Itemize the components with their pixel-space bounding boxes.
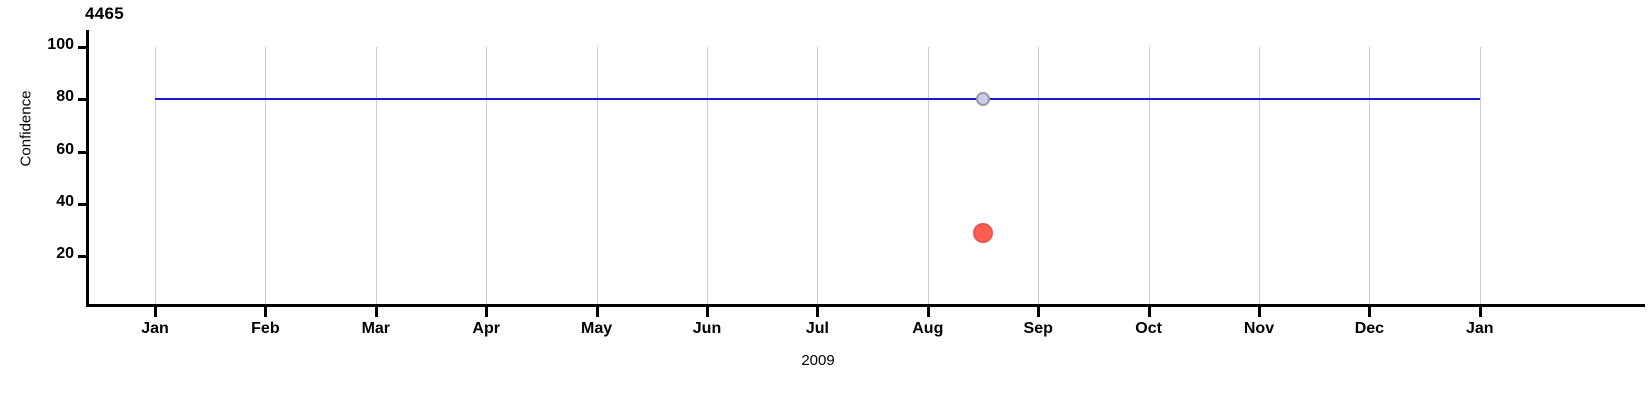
- chart-title: 4465: [85, 4, 125, 23]
- gridline-sep-8: [1038, 47, 1040, 304]
- x-tick-label-6: Jul: [805, 320, 829, 337]
- y-axis-label: Confidence: [17, 90, 35, 167]
- x-tick-4: [595, 307, 599, 317]
- x-tick-label-3: Apr: [472, 320, 500, 337]
- x-tick-1: [264, 307, 268, 317]
- y-tick-100: [78, 46, 87, 49]
- gridline-jul-6: [817, 47, 819, 304]
- data-point-confidence-point-high[interactable]: [976, 92, 990, 107]
- gridline-may-4: [596, 47, 598, 304]
- gridline-oct-9: [1148, 47, 1150, 304]
- x-axis-label-text: 2009: [801, 352, 835, 369]
- gridline-apr-3: [486, 47, 488, 304]
- x-tick-label-7: Aug: [912, 320, 944, 337]
- x-tick-label-9: Oct: [1135, 320, 1162, 337]
- x-tick-11: [1368, 307, 1372, 317]
- x-tick-label-0: Jan: [141, 320, 169, 337]
- y-tick-40: [78, 202, 87, 206]
- y-tick-label-80: 80: [56, 88, 74, 106]
- y-tick-20: [78, 255, 87, 259]
- x-tick-8: [1037, 307, 1041, 317]
- x-tick-12: [1478, 307, 1482, 317]
- x-tick-7: [926, 307, 930, 317]
- x-tick-6: [816, 307, 820, 317]
- x-tick-label-1: Feb: [251, 320, 280, 337]
- threshold-line: [155, 98, 1480, 101]
- gridline-dec-11: [1369, 47, 1371, 304]
- x-tick-label-12: Jan: [1466, 320, 1494, 337]
- gridline-mar-2: [375, 47, 377, 304]
- y-tick-label-100: 100: [47, 36, 74, 53]
- y-tick-80: [78, 98, 87, 102]
- y-tick-60: [78, 150, 87, 154]
- x-tick-2: [374, 307, 378, 317]
- data-point-confidence-point-low[interactable]: [973, 222, 993, 243]
- x-axis-label: 2009: [0, 352, 1650, 369]
- x-tick-label-2: Mar: [361, 320, 391, 337]
- x-tick-label-5: Jun: [692, 320, 722, 337]
- x-tick-label-8: Sep: [1023, 320, 1053, 337]
- x-tick-3: [485, 307, 489, 317]
- x-tick-5: [706, 307, 709, 317]
- x-tick-label-10: Nov: [1243, 320, 1275, 337]
- y-tick-label-60: 60: [56, 140, 74, 158]
- gridline-nov-10: [1259, 47, 1260, 304]
- gridline-jan-0: [155, 47, 156, 304]
- x-axis-line: [86, 304, 1645, 307]
- y-axis-line: [86, 30, 89, 307]
- x-tick-0: [154, 307, 157, 317]
- gridline-aug-7: [927, 47, 929, 304]
- y-tick-label-40: 40: [56, 192, 74, 210]
- gridline-jan-12: [1479, 47, 1481, 304]
- x-tick-label-4: May: [581, 320, 613, 337]
- x-tick-label-11: Dec: [1354, 320, 1385, 337]
- gridline-jun-5: [707, 47, 708, 304]
- x-tick-10: [1258, 307, 1261, 317]
- y-tick-label-20: 20: [56, 245, 74, 263]
- x-tick-9: [1147, 307, 1151, 317]
- gridline-feb-1: [265, 47, 267, 304]
